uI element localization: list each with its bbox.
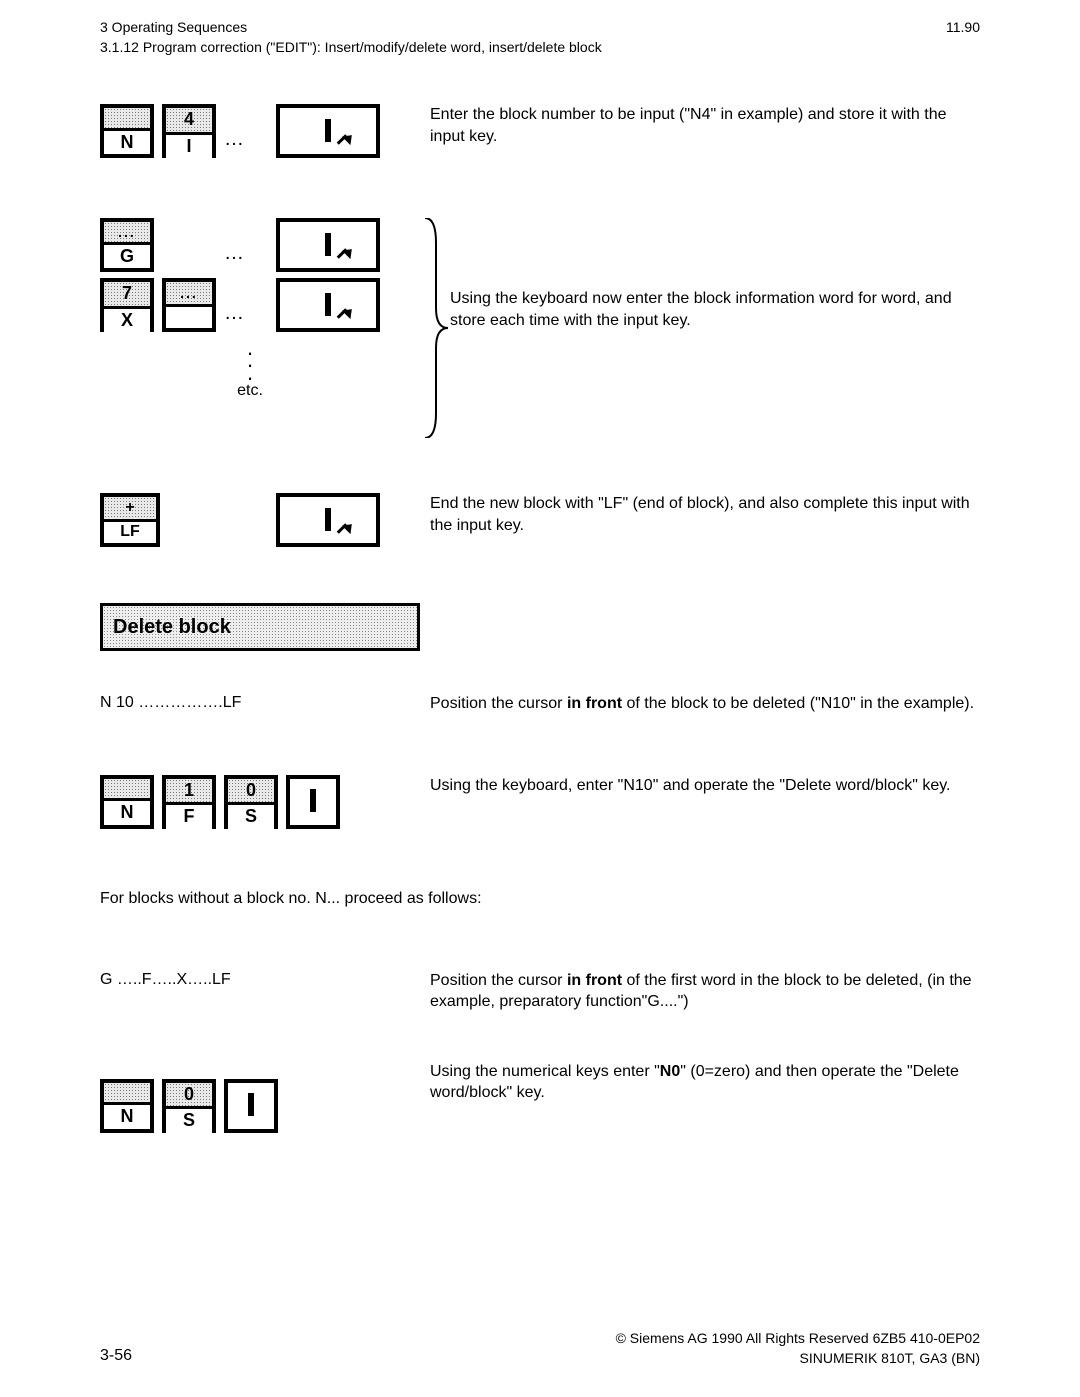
footer-product: SINUMERIK 810T, GA3 (BN): [616, 1349, 980, 1367]
key-n-lower: N: [104, 131, 150, 154]
t: in front: [567, 972, 622, 989]
key-input[interactable]: [276, 278, 380, 332]
vertical-dots: ...: [100, 342, 400, 378]
key-1f-lower: F: [166, 805, 212, 828]
del4-desc: Using the numerical keys enter "N0" (0=z…: [430, 1061, 980, 1104]
key-n-upper: [104, 779, 150, 802]
key-0s[interactable]: 0 S: [162, 1079, 216, 1133]
t: Position the cursor: [430, 695, 567, 712]
key-lf-upper: +: [104, 497, 156, 522]
key-n[interactable]: N: [100, 775, 154, 829]
t: Using the numerical keys enter ": [430, 1063, 660, 1080]
key-0s-lower: S: [228, 805, 274, 828]
key-1f[interactable]: 1 F: [162, 775, 216, 829]
key-g-lower: G: [104, 245, 150, 268]
t: N0: [660, 1063, 680, 1080]
key-input[interactable]: [276, 493, 380, 547]
brace-icon: [420, 218, 450, 445]
key-delete[interactable]: [286, 775, 340, 829]
header-date: 11.90: [946, 18, 980, 36]
del1-desc: Position the cursor in front of the bloc…: [430, 693, 980, 715]
key-n-lower: N: [104, 1105, 150, 1128]
input-icon: [325, 510, 331, 531]
t: Position the cursor: [430, 972, 567, 989]
t: of the block to be deleted ("N10" in the…: [622, 695, 974, 712]
step3-desc: End the new block with "LF" (end of bloc…: [430, 493, 980, 536]
key-input[interactable]: [276, 104, 380, 158]
delete-icon: [248, 1095, 254, 1116]
page-number: 3-56: [100, 1346, 132, 1367]
ellipsis: …: [224, 240, 244, 272]
t: in front: [567, 695, 622, 712]
del3-left: G …..F…..X…..LF: [100, 970, 430, 991]
step1-desc: Enter the block number to be input ("N4"…: [430, 104, 980, 147]
note-text: For blocks without a block no. N... proc…: [100, 889, 980, 910]
key-dots[interactable]: ...: [162, 278, 216, 332]
key-0s[interactable]: 0 S: [224, 775, 278, 829]
key-n[interactable]: N: [100, 1079, 154, 1133]
header-chapter: 3 Operating Sequences: [100, 18, 247, 36]
key-n-upper: [104, 1083, 150, 1106]
step2-desc: Using the keyboard now enter the block i…: [450, 218, 980, 331]
input-icon: [325, 295, 331, 316]
key-7x-upper: 7: [104, 282, 150, 308]
key-delete[interactable]: [224, 1079, 278, 1133]
key-4[interactable]: 4 I: [162, 104, 216, 158]
key-0s-upper: 0: [166, 1083, 212, 1109]
key-1f-upper: 1: [166, 779, 212, 805]
key-lf[interactable]: + LF: [100, 493, 160, 547]
key-input[interactable]: [276, 218, 380, 272]
key-0s-lower: S: [166, 1109, 212, 1132]
key-dots-upper: ...: [166, 282, 212, 307]
key-n-upper: [104, 108, 150, 131]
del2-desc: Using the keyboard, enter "N10" and oper…: [430, 775, 980, 797]
input-icon: [325, 235, 331, 256]
key-g-upper: ...: [104, 222, 150, 245]
key-dots-lower: [166, 307, 212, 329]
ellipsis: …: [224, 126, 244, 158]
key-lf-lower: LF: [104, 522, 156, 544]
header-sub: 3.1.12 Program correction ("EDIT"): Inse…: [100, 38, 980, 56]
key-0s-upper: 0: [228, 779, 274, 805]
etc-label: etc.: [100, 381, 400, 402]
input-icon: [325, 121, 331, 142]
key-n[interactable]: N: [100, 104, 154, 158]
key-n-lower: N: [104, 801, 150, 824]
del3-desc: Position the cursor in front of the firs…: [430, 970, 980, 1013]
key-7x[interactable]: 7 X: [100, 278, 154, 332]
key-g[interactable]: ... G: [100, 218, 154, 272]
key-4-upper: 4: [166, 108, 212, 134]
ellipsis: …: [224, 300, 244, 332]
delete-icon: [310, 791, 316, 812]
footer-copyright: © Siemens AG 1990 All Rights Reserved 6Z…: [616, 1329, 980, 1347]
section-title-delete-block: Delete block: [100, 603, 420, 651]
key-4-lower: I: [166, 135, 212, 158]
key-7x-lower: X: [104, 309, 150, 332]
del1-left: N 10 …………….LF: [100, 693, 430, 714]
